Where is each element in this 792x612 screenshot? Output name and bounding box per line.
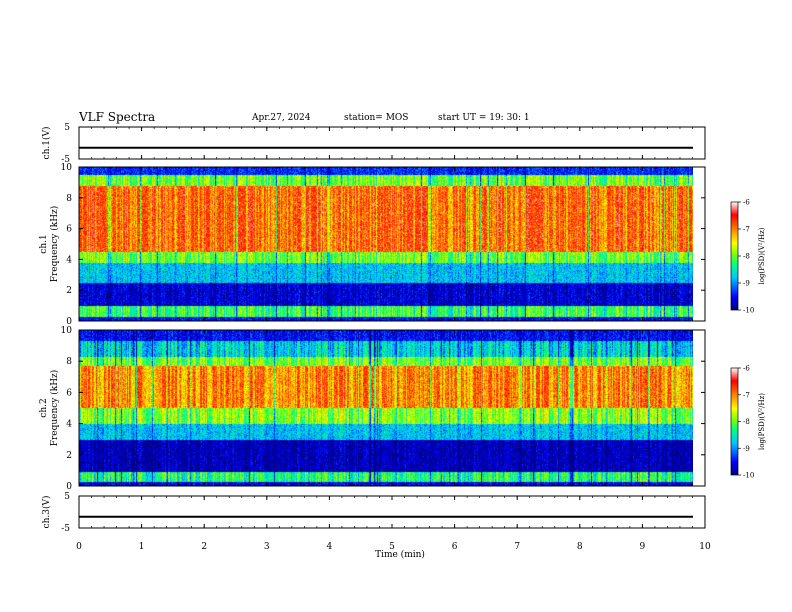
time-tick-label: 8 bbox=[577, 542, 583, 552]
frequency-tick-label: 8 bbox=[66, 194, 72, 204]
time-tick-label: 1 bbox=[139, 542, 145, 552]
colorbar-tick-label: -8 bbox=[743, 253, 750, 261]
time-axis-label: Time (min) bbox=[375, 549, 425, 560]
ch1-frequency-ylabel: Frequency (kHz) bbox=[49, 206, 60, 283]
station-label: station= MOS bbox=[344, 113, 409, 123]
time-tick-label: 4 bbox=[327, 542, 333, 552]
frequency-tick-label: 4 bbox=[66, 420, 72, 430]
frequency-tick-label: 2 bbox=[66, 451, 72, 461]
time-tick-label: 9 bbox=[640, 542, 646, 552]
frequency-tick-label: 10 bbox=[61, 163, 73, 173]
ch1-channel-label: ch.1 bbox=[39, 234, 49, 253]
frequency-tick-label: 2 bbox=[66, 286, 72, 296]
ch2-spectrogram-panel: 0 2 4 6 8 10 ch.2 Frequency (kHz) bbox=[39, 326, 706, 492]
colorbar-tick-label: -6 bbox=[743, 199, 750, 207]
chart-title: VLF Spectra bbox=[79, 110, 156, 124]
frequency-tick-label: 6 bbox=[66, 225, 72, 235]
ch1-colorbar: -6 -7 -8 -9 -10 log(PSD)(V²/Hz) bbox=[730, 199, 766, 315]
ch1-spectrogram-image bbox=[79, 167, 693, 321]
ch2-channel-label: ch.2 bbox=[39, 398, 49, 417]
time-tick-label: 5 bbox=[389, 542, 395, 552]
date-label: Apr.27, 2024 bbox=[252, 113, 311, 123]
colorbar-tick-label: -10 bbox=[743, 472, 754, 480]
colorbar-label: log(PSD)(V²/Hz) bbox=[758, 227, 766, 284]
frequency-tick-label: 0 bbox=[66, 482, 72, 492]
start-time-label: start UT = 19: 30: 1 bbox=[438, 113, 530, 123]
time-tick-label: 3 bbox=[264, 542, 270, 552]
ch1-voltage-ylabel: ch.1(V) bbox=[41, 127, 52, 160]
frequency-tick-label: 6 bbox=[66, 388, 72, 398]
frequency-tick-label: 4 bbox=[66, 255, 72, 265]
colorbar-label: log(PSD)(V²/Hz) bbox=[758, 393, 766, 450]
colorbar-tick-label: -10 bbox=[743, 307, 754, 315]
ch1-spectrogram-panel: 0 2 4 6 8 10 ch.1 Frequency (kHz) bbox=[39, 163, 706, 327]
colorbar-tick-label: -9 bbox=[743, 445, 750, 453]
colorbar-tick-label: -9 bbox=[743, 280, 750, 288]
ch2-spectrogram-image bbox=[79, 330, 693, 486]
colorbar-scale bbox=[730, 367, 739, 476]
colorbar-tick-label: -7 bbox=[743, 226, 750, 234]
frequency-tick-label: 10 bbox=[61, 326, 73, 336]
ch3-voltage-panel: 5 -5 ch.3(V) bbox=[41, 492, 706, 534]
colorbar-tick-label: -8 bbox=[743, 418, 750, 426]
time-tick-label: 6 bbox=[452, 542, 458, 552]
time-tick-label: 0 bbox=[76, 542, 82, 552]
ch3-ytick-top: 5 bbox=[64, 492, 70, 502]
ch2-frequency-ylabel: Frequency (kHz) bbox=[49, 370, 60, 447]
time-tick-label: 7 bbox=[514, 542, 520, 552]
ch2-colorbar: -6 -7 -8 -9 -10 log(PSD)(V²/Hz) bbox=[730, 365, 766, 480]
ch1-ytick-bottom: -5 bbox=[61, 155, 70, 165]
ch3-voltage-ylabel: ch.3(V) bbox=[41, 496, 52, 529]
frequency-tick-label: 8 bbox=[66, 357, 72, 367]
ch1-voltage-panel: 5 -5 ch.1(V) bbox=[41, 123, 706, 165]
time-axis: 0 1 2 3 4 5 6 7 8 9 10 bbox=[76, 127, 711, 552]
colorbar-scale bbox=[730, 201, 739, 311]
frequency-tick-label: 0 bbox=[66, 317, 72, 327]
colorbar-tick-label: -6 bbox=[743, 365, 750, 373]
ch1-ytick-top: 5 bbox=[64, 123, 70, 133]
time-tick-label: 10 bbox=[699, 542, 711, 552]
ch3-ytick-bottom: -5 bbox=[61, 524, 70, 534]
time-tick-label: 2 bbox=[201, 542, 207, 552]
colorbar-tick-label: -7 bbox=[743, 391, 750, 399]
